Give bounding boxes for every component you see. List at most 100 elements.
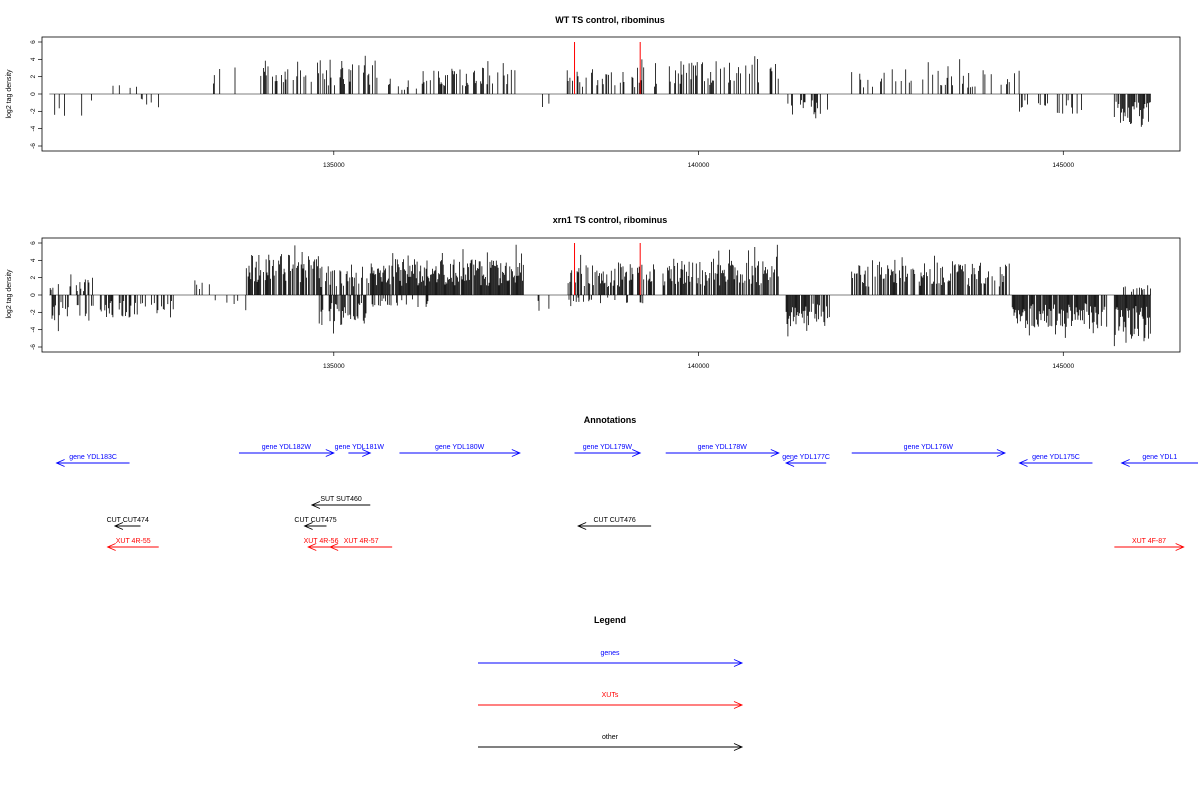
panel-plot-area: -6 -4 -2 0 2 4 6 135000 140000 145000 [30, 36, 1181, 169]
y-tick-label: 4 [30, 258, 37, 262]
legend-label: other [602, 734, 619, 741]
feature-label: gene YDL178W [698, 444, 748, 451]
y-tick-label: -4 [30, 125, 37, 131]
x-tick-label: 145000 [1052, 363, 1074, 370]
signal-bars [54, 55, 1151, 127]
annotation-feature: gene YDL176W [851, 444, 1007, 457]
strand-arrowhead [310, 501, 321, 509]
feature-label: gene YDL177C [782, 454, 830, 461]
annotation-feature: gene YDL181W [335, 444, 385, 457]
legend-entries: genes XUTs other [478, 650, 744, 751]
legend-arrowhead [733, 743, 744, 751]
legend-entry: other [478, 734, 744, 751]
strand-arrowhead [511, 449, 521, 457]
feature-label: SUT SUT460 [320, 496, 362, 503]
strand-arrowhead [55, 459, 65, 467]
x-tick-label: 135000 [323, 162, 345, 169]
feature-label: gene YDL176W [904, 444, 954, 451]
annotation-feature: CUT CUT474 [107, 517, 149, 530]
y-axis-label: log2 tag density [6, 69, 13, 119]
legend-arrowhead [733, 701, 744, 709]
x-tick-label: 140000 [688, 162, 710, 169]
x-tick-label: 135000 [323, 363, 345, 370]
annotation-features: gene YDL183C gene YDL182W gene YDL181W gene… [55, 444, 1198, 551]
annotation-feature: gene YDL1 [1120, 454, 1198, 467]
legend-entry: XUTs [478, 692, 744, 709]
annotation-feature: gene YDL177C [782, 454, 830, 467]
panel-wt: WT TS control, ribominus log2 tag densit… [6, 15, 1181, 169]
feature-label: gene YDL182W [262, 444, 312, 451]
annotation-feature: gene YDL182W [238, 444, 335, 457]
feature-label: gene YDL180W [435, 444, 485, 451]
y-tick-label: 0 [30, 92, 37, 96]
y-tick-label: 6 [30, 241, 37, 245]
annotations-title: Annotations [584, 415, 637, 425]
y-tick-label: -2 [30, 108, 37, 114]
legend-label: XUTs [602, 692, 619, 699]
legend-entry: genes [478, 650, 744, 667]
panel-title: WT TS control, ribominus [555, 15, 665, 25]
feature-label: XUT 4R-56 [304, 538, 339, 545]
feature-label: gene YDL1 [1142, 454, 1177, 461]
panel-plot-area: -6 -4 -2 0 2 4 6 135000 140000 145000 [30, 237, 1181, 370]
legend-title: Legend [594, 615, 626, 625]
feature-label: CUT CUT476 [594, 517, 636, 524]
y-tick-label: 6 [30, 40, 37, 44]
signal-bars [49, 244, 1151, 347]
y-tick-label: -4 [30, 326, 37, 332]
strand-arrowhead [307, 543, 317, 551]
y-tick-label: -2 [30, 309, 37, 315]
annotation-feature: gene YDL178W [665, 444, 780, 457]
feature-label: gene YDL183C [69, 454, 117, 461]
y-tick-label: 2 [30, 275, 37, 279]
strand-arrowhead [1120, 459, 1130, 467]
annotation-feature: gene YDL183C [55, 454, 130, 467]
strand-arrowhead [784, 459, 795, 467]
strand-arrowhead [996, 449, 1007, 457]
strand-arrowhead [362, 449, 372, 457]
legend-label: genes [600, 650, 620, 657]
feature-label: gene YDL181W [335, 444, 385, 451]
strand-arrowhead [631, 449, 642, 457]
annotation-feature: XUT 4R-57 [329, 538, 393, 551]
y-tick-label: 2 [30, 74, 37, 78]
panel-title: xrn1 TS control, ribominus [553, 215, 668, 225]
strand-arrowhead [770, 449, 780, 457]
annotation-feature: XUT 4R-55 [106, 538, 159, 551]
y-tick-label: -6 [30, 143, 37, 149]
annotation-feature: XUT 4F-87 [1114, 538, 1185, 551]
feature-label: CUT CUT474 [107, 517, 149, 524]
y-tick-label: 4 [30, 57, 37, 61]
annotation-feature: CUT CUT476 [577, 517, 652, 530]
feature-label: XUT 4F-87 [1132, 538, 1166, 545]
strand-arrowhead [1175, 543, 1185, 551]
strand-arrowhead [113, 522, 124, 530]
strand-arrowhead [329, 543, 339, 551]
y-tick-label: 0 [30, 293, 37, 297]
annotation-feature: gene YDL179W [574, 444, 642, 457]
feature-label: CUT CUT475 [294, 517, 336, 524]
strand-arrowhead [106, 543, 116, 551]
strand-arrowhead [325, 449, 335, 457]
annotation-feature: SUT SUT460 [310, 496, 371, 509]
feature-label: XUT 4R-55 [116, 538, 151, 545]
panel-xrn1: xrn1 TS control, ribominus log2 tag dens… [6, 215, 1181, 370]
feature-label: XUT 4R-57 [344, 538, 379, 545]
x-tick-label: 145000 [1052, 162, 1074, 169]
y-axis-label: log2 tag density [6, 269, 13, 319]
strand-arrowhead [303, 522, 313, 530]
strand-arrowhead [577, 522, 587, 530]
y-tick-label: -6 [30, 344, 37, 350]
feature-label: gene YDL179W [583, 444, 633, 451]
strand-arrowhead [1018, 459, 1028, 467]
annotation-feature: CUT CUT475 [294, 517, 337, 530]
feature-label: gene YDL175C [1032, 454, 1080, 461]
x-tick-label: 140000 [688, 363, 710, 370]
legend: Legend genes XUTs other [478, 615, 744, 751]
legend-arrowhead [733, 659, 744, 667]
annotation-feature: gene YDL180W [399, 444, 521, 457]
annotation-feature: gene YDL175C [1018, 454, 1093, 467]
